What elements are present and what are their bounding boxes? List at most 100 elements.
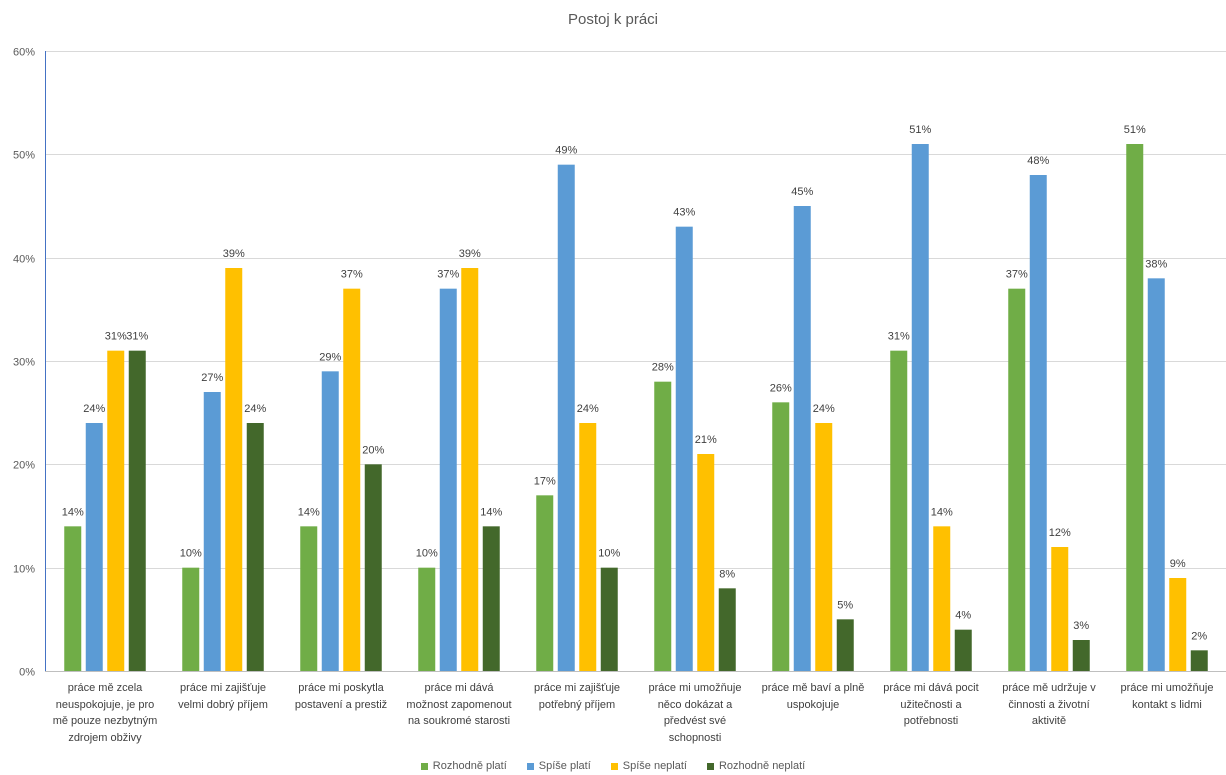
bar-series-2 [793, 206, 811, 671]
bar-series-1 [536, 495, 554, 671]
data-label: 28% [652, 362, 674, 374]
x-tick-label: práce mi umožňuje kontakt s lidmi [1120, 682, 1214, 711]
data-label-value: 10 [416, 548, 428, 560]
y-tick-unit: % [25, 47, 35, 59]
y-tick-value: 40 [13, 254, 25, 266]
y-tick-value: 60 [13, 47, 25, 59]
chart-title: Postoj k práci [567, 11, 659, 28]
bar-series-4 [718, 588, 736, 671]
x-tick-label: práce mi dává možnost zapomenout na souk… [406, 682, 512, 727]
bar-series-3 [933, 526, 951, 671]
data-label-unit: % [961, 610, 971, 622]
data-label: 14% [931, 506, 953, 518]
data-label: 24% [577, 403, 599, 415]
data-label-value: 31 [126, 331, 138, 343]
data-label-value: 4 [955, 610, 961, 622]
data-label: 21% [695, 434, 717, 446]
data-label-unit: % [567, 145, 577, 157]
bar-series-4 [836, 619, 854, 671]
bar-series-4 [954, 629, 972, 671]
data-label-unit: % [1136, 124, 1146, 136]
data-label: 37% [1006, 269, 1028, 281]
bar-series-3 [579, 423, 597, 671]
data-label: 31% [105, 331, 127, 343]
data-label-unit: % [1079, 620, 1089, 632]
data-label: 24% [244, 403, 266, 415]
y-tick-label: 0% [19, 667, 35, 679]
legend-marker [706, 762, 714, 770]
bar-series-1 [654, 381, 672, 671]
data-label-value: 38 [1145, 258, 1157, 270]
data-label-value: 5 [837, 599, 843, 611]
data-label-unit: % [589, 403, 599, 415]
data-label-unit: % [449, 269, 459, 281]
data-label-unit: % [138, 331, 148, 343]
y-tick-unit: % [25, 254, 35, 266]
legend-item: Rozhodně neplatí [706, 760, 806, 772]
bar-series-1 [418, 567, 436, 671]
data-label-unit: % [428, 548, 438, 560]
data-label-value: 14 [480, 506, 492, 518]
bar-series-4 [364, 464, 382, 671]
data-label: 10% [598, 548, 620, 560]
bar-series-4 [1190, 650, 1208, 671]
data-label: 29% [319, 351, 341, 363]
data-label-unit: % [664, 362, 674, 374]
data-label-unit: % [1018, 269, 1028, 281]
legend-item: Rozhodně platí [420, 760, 507, 772]
bar-series-4 [600, 567, 618, 671]
data-label-unit: % [707, 434, 717, 446]
x-tick-label: práce mi umožňuje něco dokázat a předvés… [648, 682, 742, 744]
data-label: 12% [1049, 527, 1071, 539]
data-label-value: 27 [201, 372, 213, 384]
bar-series-3 [815, 423, 833, 671]
data-label-unit: % [117, 331, 127, 343]
x-tick-label: práce mě zcela neuspokojuje, je pro mě p… [52, 682, 158, 744]
legend-label: Rozhodně neplatí [718, 760, 806, 772]
legend: Rozhodně platí Spíše platí Spíše neplatí Ro… [0, 758, 1226, 774]
data-label-unit: % [921, 124, 931, 136]
legend-label: Rozhodně platí [432, 760, 507, 772]
data-label-value: 45 [791, 186, 803, 198]
series-3 [107, 268, 1187, 671]
data-label-value: 14 [62, 506, 74, 518]
data-label-value: 14 [298, 506, 310, 518]
data-label-unit: % [310, 506, 320, 518]
legend-marker [610, 762, 618, 770]
data-label: 14% [62, 506, 84, 518]
legend-label: Spíše neplatí [622, 760, 687, 772]
data-label-value: 39 [459, 248, 471, 260]
bar-series-2 [1029, 175, 1047, 671]
data-label-unit: % [492, 506, 502, 518]
legend-item: Spíše platí [526, 760, 591, 772]
data-label: 10% [416, 548, 438, 560]
bar-series-1 [890, 350, 908, 671]
bar-series-2 [557, 164, 575, 672]
data-labels-series-2: 24%27%29%37%49%43%45%51%48%38% [83, 124, 1167, 415]
y-tick-label: 40% [13, 254, 35, 266]
bar-series-1 [772, 402, 790, 671]
y-tick-label: 20% [13, 460, 35, 472]
data-label-value: 10 [180, 548, 192, 560]
data-label: 39% [223, 248, 245, 260]
series-2 [85, 144, 1165, 672]
bar-series-1 [300, 526, 318, 671]
legend-item: Spíše neplatí [610, 760, 687, 772]
data-label: 51% [909, 124, 931, 136]
data-label: 14% [298, 506, 320, 518]
y-axis-labels: 0%10%20%30%40%50%60% [13, 47, 35, 679]
bar-series-2 [1147, 278, 1165, 671]
data-label: 20% [362, 444, 384, 456]
bar-series-4 [482, 526, 500, 671]
bar-series-1 [182, 567, 200, 671]
data-label: 4% [955, 610, 971, 622]
data-label: 51% [1124, 124, 1146, 136]
bar-series-3 [461, 268, 479, 671]
data-label-unit: % [900, 331, 910, 343]
x-tick-label: práce mi zajišťuje potřebný příjem [533, 682, 621, 711]
data-label: 24% [813, 403, 835, 415]
bar-series-3 [225, 268, 243, 671]
data-label-value: 21 [695, 434, 707, 446]
data-label-unit: % [1197, 630, 1207, 642]
